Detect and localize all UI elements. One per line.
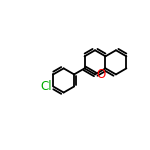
Text: O: O	[97, 68, 106, 81]
Text: Cl: Cl	[40, 80, 52, 93]
